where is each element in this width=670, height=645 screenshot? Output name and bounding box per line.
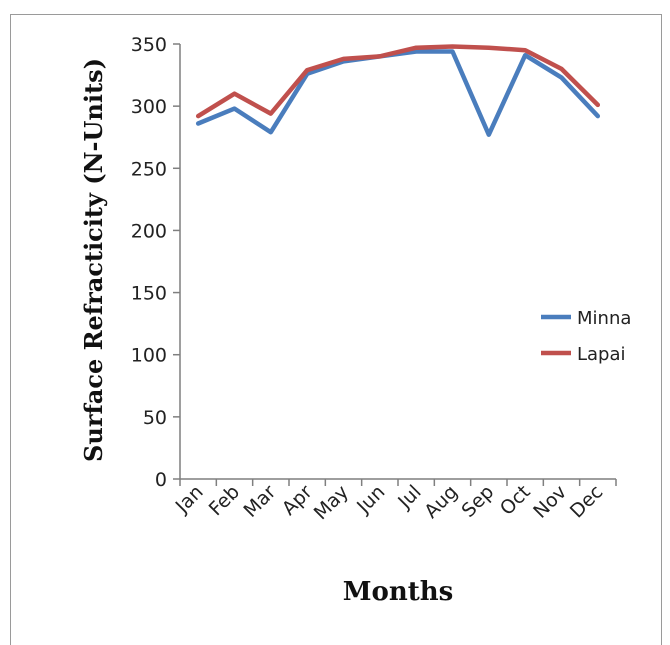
y-tick-label: 200 xyxy=(131,220,167,242)
y-tick-label: 0 xyxy=(155,469,167,491)
x-tick-label: Feb xyxy=(205,481,244,520)
y-tick-label: 150 xyxy=(131,283,167,305)
x-tick-label: Oct xyxy=(496,481,535,520)
x-tick-label: Sep xyxy=(457,481,498,522)
y-tick-label: 50 xyxy=(143,407,167,429)
y-tick-label: 250 xyxy=(131,158,167,180)
x-tick-label: Dec xyxy=(566,481,608,523)
x-tick-label: Jun xyxy=(352,481,389,518)
y-tick-label: 300 xyxy=(131,96,167,118)
x-tick-label: May xyxy=(310,481,353,524)
x-tick-label: Jan xyxy=(171,481,208,518)
x-tick-label: Apr xyxy=(278,481,317,520)
series-line-lapai xyxy=(195,44,601,119)
x-tick-label: Nov xyxy=(529,481,571,523)
y-axis-title: Surface Refracticity (N-Units) xyxy=(79,58,108,462)
series-layer xyxy=(195,44,601,137)
legend: Minna Lapai xyxy=(541,308,631,365)
chart-frame xyxy=(10,14,662,645)
legend-label-minna: Minna xyxy=(577,308,631,329)
x-tick-label: Mar xyxy=(239,481,280,522)
y-tick-label: 350 xyxy=(131,34,167,56)
series-line-minna xyxy=(195,49,601,137)
x-tick-label: Aug xyxy=(420,481,462,523)
y-tick-label: 100 xyxy=(131,345,167,367)
x-axis-title: Months xyxy=(343,577,454,607)
legend-label-lapai: Lapai xyxy=(577,344,626,365)
